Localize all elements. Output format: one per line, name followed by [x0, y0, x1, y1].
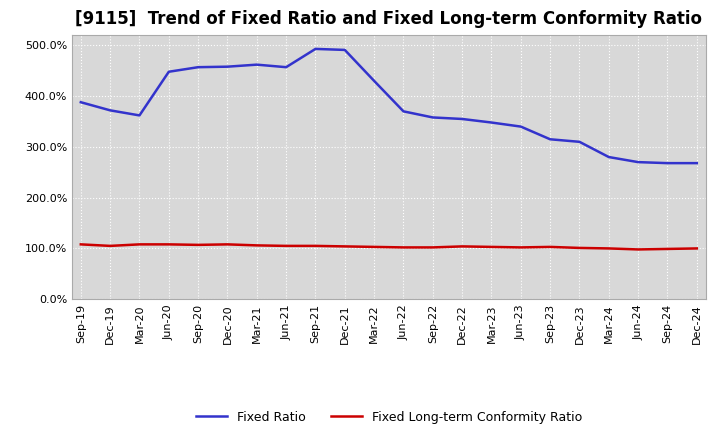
Fixed Long-term Conformity Ratio [575, 245, 584, 250]
Fixed Long-term Conformity Ratio [634, 247, 642, 252]
Fixed Ratio [575, 139, 584, 144]
Fixed Long-term Conformity Ratio [428, 245, 437, 250]
Line: Fixed Ratio: Fixed Ratio [81, 49, 697, 163]
Fixed Ratio [546, 137, 554, 142]
Fixed Long-term Conformity Ratio [458, 244, 467, 249]
Fixed Long-term Conformity Ratio [194, 242, 202, 248]
Fixed Ratio [605, 154, 613, 160]
Fixed Ratio [487, 120, 496, 125]
Fixed Long-term Conformity Ratio [106, 243, 114, 249]
Fixed Ratio [693, 161, 701, 166]
Fixed Ratio [106, 108, 114, 113]
Fixed Ratio [458, 116, 467, 121]
Fixed Long-term Conformity Ratio [370, 244, 379, 249]
Fixed Ratio [634, 159, 642, 165]
Fixed Ratio [282, 65, 290, 70]
Fixed Ratio [399, 109, 408, 114]
Legend: Fixed Ratio, Fixed Long-term Conformity Ratio: Fixed Ratio, Fixed Long-term Conformity … [191, 406, 587, 429]
Fixed Long-term Conformity Ratio [516, 245, 525, 250]
Fixed Ratio [135, 113, 144, 118]
Fixed Long-term Conformity Ratio [487, 244, 496, 249]
Fixed Long-term Conformity Ratio [135, 242, 144, 247]
Fixed Ratio [76, 99, 85, 105]
Fixed Ratio [164, 69, 173, 74]
Fixed Long-term Conformity Ratio [223, 242, 232, 247]
Fixed Long-term Conformity Ratio [605, 246, 613, 251]
Fixed Ratio [663, 161, 672, 166]
Fixed Ratio [341, 47, 349, 52]
Fixed Long-term Conformity Ratio [399, 245, 408, 250]
Fixed Long-term Conformity Ratio [341, 244, 349, 249]
Fixed Ratio [311, 46, 320, 51]
Fixed Long-term Conformity Ratio [282, 243, 290, 249]
Title: [9115]  Trend of Fixed Ratio and Fixed Long-term Conformity Ratio: [9115] Trend of Fixed Ratio and Fixed Lo… [76, 10, 702, 28]
Fixed Long-term Conformity Ratio [663, 246, 672, 252]
Fixed Long-term Conformity Ratio [693, 246, 701, 251]
Fixed Ratio [194, 65, 202, 70]
Fixed Ratio [223, 64, 232, 70]
Fixed Long-term Conformity Ratio [253, 243, 261, 248]
Fixed Ratio [253, 62, 261, 67]
Fixed Ratio [370, 78, 379, 84]
Fixed Long-term Conformity Ratio [164, 242, 173, 247]
Line: Fixed Long-term Conformity Ratio: Fixed Long-term Conformity Ratio [81, 244, 697, 249]
Fixed Ratio [428, 115, 437, 120]
Fixed Long-term Conformity Ratio [546, 244, 554, 249]
Fixed Ratio [516, 124, 525, 129]
Fixed Long-term Conformity Ratio [76, 242, 85, 247]
Fixed Long-term Conformity Ratio [311, 243, 320, 249]
